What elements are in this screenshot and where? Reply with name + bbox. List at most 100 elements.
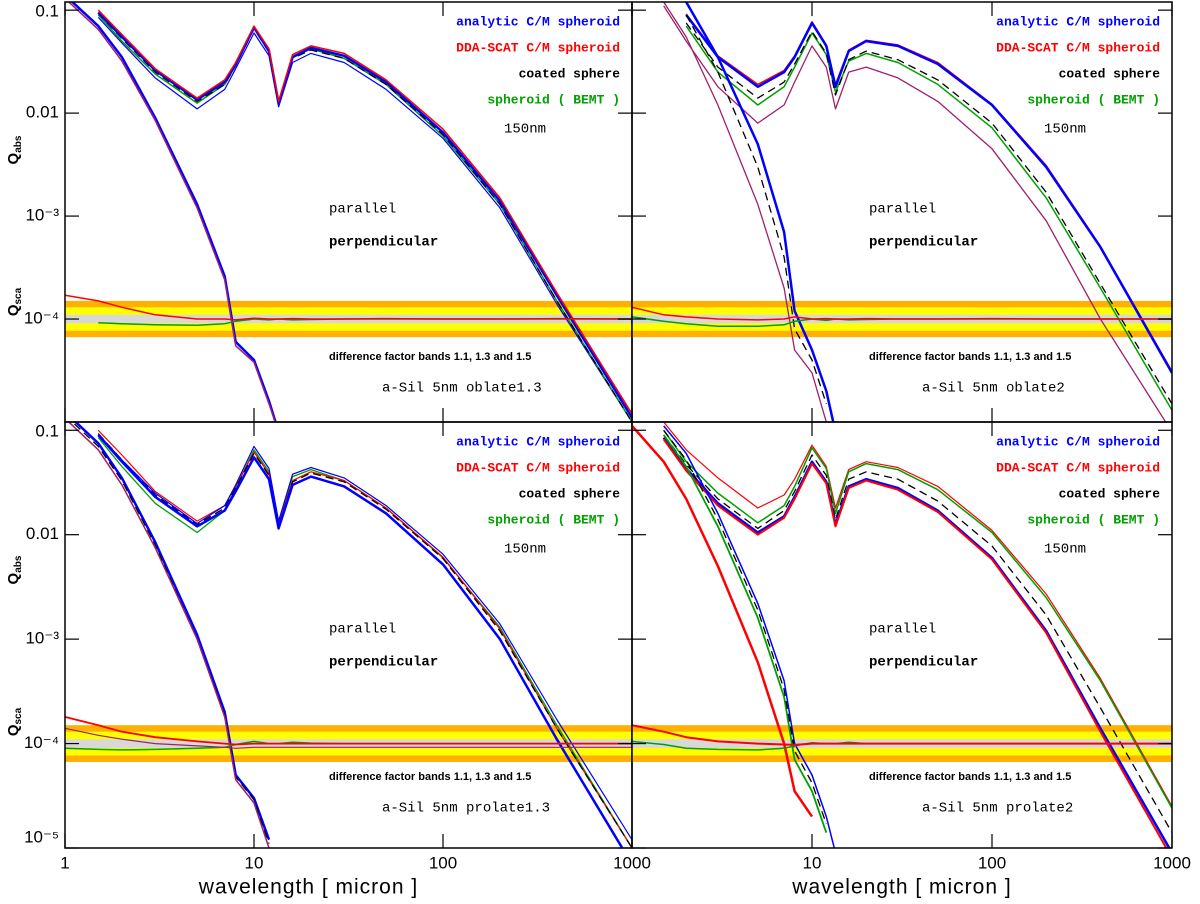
- y-axis-label: Qsca: [5, 287, 24, 316]
- data-line: [97, 434, 624, 848]
- data-line: [97, 433, 632, 848]
- y-axis-label-sub: sca: [13, 707, 24, 724]
- data-line: [663, 429, 1172, 809]
- y-tick-label: 0.1: [35, 421, 59, 440]
- y-axis-label-main: Q: [5, 724, 22, 736]
- data-line: [663, 5, 1167, 422]
- y-axis-label: Qabs: [5, 135, 24, 164]
- data-line: [632, 425, 814, 818]
- legend-entry: coated sphere: [519, 486, 621, 501]
- data-line: [663, 2, 827, 422]
- data-line: [662, 434, 828, 833]
- data-line: [663, 434, 1172, 834]
- data-line: [662, 438, 1168, 848]
- x-tick-label: 10: [803, 853, 822, 872]
- size-label: 150nm: [1044, 542, 1086, 558]
- orientation-label: perpendicular: [329, 235, 438, 251]
- band-note: difference factor bands 1.1, 1.3 and 1.5: [329, 771, 531, 783]
- data-line: [632, 306, 1172, 321]
- legend-entry: spheroid ( BEMT ): [1027, 92, 1160, 107]
- x-axis-label: wavelength [ micron ]: [791, 876, 1011, 899]
- legend-entry: analytic C/M spheroid: [996, 14, 1160, 29]
- panel-label: a-Sil 5nm oblate2: [922, 381, 1065, 397]
- size-label: 150nm: [504, 542, 546, 558]
- x-tick-label: 1000: [1153, 853, 1191, 872]
- data-line: [97, 9, 632, 415]
- orientation-label: parallel: [329, 622, 396, 638]
- y-tick-label: 0.1: [35, 1, 59, 20]
- data-line: [685, 14, 1172, 374]
- y-axis-label-sub: sca: [13, 287, 24, 304]
- size-label: 150nm: [504, 122, 546, 138]
- orientation-label: perpendicular: [329, 655, 438, 671]
- panel: analytic C/M spheroid DDA-SCAT C/M sphero…: [631, 1, 1173, 423]
- y-tick-label: 10⁻³: [25, 629, 59, 648]
- data-line: [65, 716, 632, 746]
- y-axis-label-sub: abs: [13, 135, 24, 153]
- orientation-label: perpendicular: [869, 655, 978, 671]
- data-line: [70, 2, 277, 422]
- y-tick-label: 0.01: [26, 524, 59, 543]
- data-line: [97, 16, 632, 422]
- y-axis-label-main: Q: [5, 304, 22, 316]
- data-line: [65, 727, 632, 749]
- legend-entry: DDA-SCAT C/M spheroid: [456, 460, 620, 475]
- legend-entry: spheroid ( BEMT ): [1027, 512, 1160, 527]
- x-axis-label: wavelength [ micron ]: [198, 876, 418, 899]
- legend-entry: spheroid ( BEMT ): [487, 92, 620, 107]
- y-tick-label: 0.01: [26, 103, 59, 122]
- data-line: [97, 433, 632, 841]
- x-tick-label: 100: [978, 853, 1006, 872]
- data-line: [67, 2, 276, 422]
- orientation-label: parallel: [329, 202, 396, 218]
- band-note: difference factor bands 1.1, 1.3 and 1.5: [869, 351, 1071, 363]
- x-tick-label: 1000: [613, 853, 651, 872]
- data-line: [632, 724, 1172, 746]
- data-line: [685, 25, 1172, 411]
- orientation-label: parallel: [869, 202, 936, 218]
- y-axis-label-main: Q: [5, 572, 22, 584]
- plot-frame: [631, 421, 1173, 849]
- y-tick-label: 10⁻⁵: [24, 827, 59, 846]
- data-line: [685, 14, 827, 405]
- x-tick-label: 10: [245, 853, 264, 872]
- y-tick-label: 10⁻³: [25, 206, 59, 225]
- legend-entry: analytic C/M spheroid: [456, 14, 620, 29]
- data-line: [97, 11, 632, 419]
- y-axis-label-sub: abs: [13, 555, 24, 573]
- x-tick-label: 100: [429, 853, 457, 872]
- size-label: 150nm: [1044, 122, 1086, 138]
- band-note: difference factor bands 1.1, 1.3 and 1.5: [329, 351, 531, 363]
- y-tick-label: 10⁻⁴: [24, 733, 59, 752]
- panel-label: a-Sil 5nm oblate1.3: [382, 381, 542, 397]
- legend-entry: spheroid ( BEMT ): [487, 512, 620, 527]
- panel-label: a-Sil 5nm prolate1.3: [382, 801, 550, 817]
- data-line: [663, 429, 827, 825]
- data-line: [67, 422, 270, 848]
- data-line: [685, 2, 835, 422]
- y-axis-label-main: Q: [5, 152, 22, 164]
- data-line: [685, 22, 1172, 405]
- orientation-label: parallel: [869, 622, 936, 638]
- data-line: [73, 422, 271, 841]
- panel-label: a-Sil 5nm prolate2: [922, 801, 1073, 817]
- y-tick-label: 10⁻⁴: [24, 309, 59, 328]
- orientation-label: perpendicular: [869, 235, 978, 251]
- legend-entry: coated sphere: [519, 66, 621, 81]
- y-axis-label: Qsca: [5, 707, 24, 736]
- data-line: [65, 294, 632, 321]
- legend-entry: DDA-SCAT C/M spheroid: [996, 40, 1160, 55]
- legend-entry: coated sphere: [1059, 486, 1161, 501]
- legend-entry: coated sphere: [1059, 66, 1161, 81]
- legend-entry: DDA-SCAT C/M spheroid: [456, 40, 620, 55]
- band-note: difference factor bands 1.1, 1.3 and 1.5: [869, 771, 1071, 783]
- y-axis-label: Qabs: [5, 555, 24, 584]
- legend-entry: analytic C/M spheroid: [456, 434, 620, 449]
- panel: 0.1 0.01 10⁻³ 10⁻⁴ 10⁻⁵1 10 100 1000 wavelength …: [5, 421, 651, 899]
- panel: 10 100 1000 wavelength [ micron ] analytic C…: [631, 421, 1191, 899]
- legend-entry: DDA-SCAT C/M spheroid: [996, 460, 1160, 475]
- x-tick-label: 1: [60, 853, 69, 872]
- data-line: [663, 422, 1172, 807]
